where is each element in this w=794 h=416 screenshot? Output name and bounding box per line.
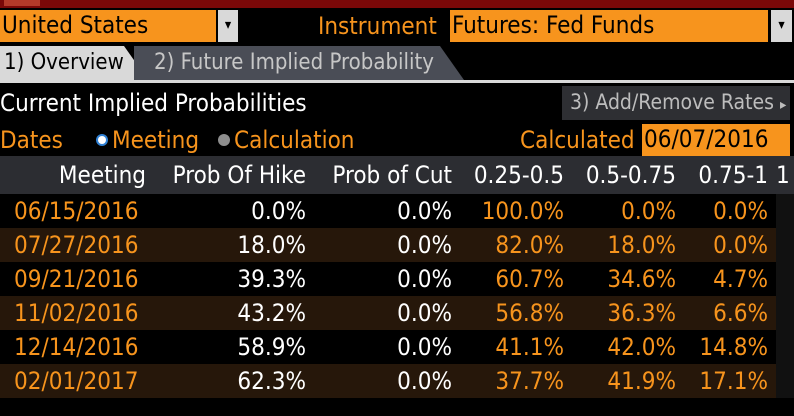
chevron-down-icon: ▾	[224, 17, 232, 33]
section-title: Current Implied Probabilities	[0, 89, 307, 117]
column-header-rate-075-1[interactable]: 0.75-1	[698, 161, 768, 189]
radio-unselected-icon[interactable]	[218, 134, 230, 146]
tab-future-implied-probability[interactable]: 2) Future Implied Probability	[134, 46, 464, 80]
cell-meeting-date: 11/02/2016	[14, 299, 139, 327]
cell-rate-025-05: 37.7%	[495, 367, 564, 395]
cell-prob-hike: 62.3%	[237, 367, 306, 395]
cell-rate-05-075: 42.0%	[607, 333, 676, 361]
tab-overview[interactable]: 1) Overview	[0, 46, 148, 80]
cell-rate-05-075: 34.6%	[607, 265, 676, 293]
calculation-radio-label: Calculation	[234, 126, 355, 154]
cell-prob-cut: 0.0%	[397, 197, 452, 225]
cell-rate-05-075: 18.0%	[607, 231, 676, 259]
instrument-dropdown-button[interactable]: ▾	[771, 10, 792, 42]
country-dropdown-button[interactable]: ▾	[218, 10, 238, 42]
cell-prob-cut: 0.0%	[397, 265, 452, 293]
country-value: United States	[2, 11, 149, 39]
calculated-label: Calculated	[520, 126, 635, 154]
cell-rate-075-1: 0.0%	[713, 231, 768, 259]
cell-prob-hike: 43.2%	[237, 299, 306, 327]
cell-prob-hike: 0.0%	[251, 197, 306, 225]
add-remove-rates-label: 3) Add/Remove Rates	[570, 90, 774, 114]
instrument-label: Instrument	[318, 12, 437, 40]
column-header-rate-1-partial[interactable]: 1	[776, 161, 790, 189]
calculation-radio-option[interactable]: Calculation	[216, 124, 356, 156]
column-header-prob-hike[interactable]: Prob Of Hike	[172, 161, 306, 189]
meeting-radio-option[interactable]: Meeting	[94, 124, 200, 156]
cell-meeting-date: 12/14/2016	[14, 333, 139, 361]
country-select[interactable]: United States	[0, 10, 216, 42]
cell-rate-025-05: 41.1%	[495, 333, 564, 361]
calculated-date-field[interactable]: 06/07/2016	[642, 124, 790, 156]
cell-rate-025-05: 56.8%	[495, 299, 564, 327]
tab-underline	[0, 80, 794, 83]
cell-rate-05-075: 0.0%	[621, 197, 676, 225]
column-header-meeting[interactable]: Meeting	[58, 161, 146, 189]
chevron-down-icon: ▾	[778, 17, 785, 33]
meeting-radio-label: Meeting	[112, 126, 200, 154]
cell-meeting-date: 07/27/2016	[14, 231, 139, 259]
cell-rate-075-1: 17.1%	[699, 367, 768, 395]
instrument-select[interactable]: Futures: Fed Funds	[450, 10, 768, 42]
cell-rate-075-1: 6.6%	[713, 299, 768, 327]
cell-rate-075-1: 4.7%	[713, 265, 768, 293]
dates-label: Dates	[0, 126, 63, 154]
column-header-prob-cut[interactable]: Prob of Cut	[332, 161, 452, 189]
tab-future-implied-probability-label: 2) Future Implied Probability	[154, 50, 434, 75]
cell-meeting-date: 02/01/2017	[14, 367, 139, 395]
table-header	[0, 156, 794, 194]
cell-rate-075-1: 0.0%	[713, 197, 768, 225]
radio-selected-center	[98, 136, 106, 144]
top-window-strip	[0, 0, 794, 8]
cell-rate-025-05: 100.0%	[481, 197, 564, 225]
cell-prob-hike: 39.3%	[237, 265, 306, 293]
cell-prob-hike: 18.0%	[237, 231, 306, 259]
instrument-value: Futures: Fed Funds	[452, 11, 655, 39]
column-header-rate-025-05[interactable]: 0.25-0.5	[473, 161, 564, 189]
cell-rate-025-05: 60.7%	[495, 265, 564, 293]
column-header-rate-05-075[interactable]: 0.5-0.75	[585, 161, 676, 189]
table-row[interactable]: 09/21/2016 39.3% 0.0% 60.7% 34.6% 4.7%	[0, 262, 794, 296]
table-row[interactable]: 07/27/2016 18.0% 0.0% 82.0% 18.0% 0.0%	[0, 228, 794, 262]
cell-meeting-date: 09/21/2016	[14, 265, 139, 293]
tab-overview-label: 1) Overview	[4, 50, 124, 75]
cell-prob-cut: 0.0%	[397, 333, 452, 361]
cell-prob-cut: 0.0%	[397, 299, 452, 327]
cell-rate-05-075: 36.3%	[607, 299, 676, 327]
table-scrollbar[interactable]	[776, 194, 794, 398]
cell-prob-cut: 0.0%	[397, 231, 452, 259]
add-remove-rates-button[interactable]: 3) Add/Remove Rates ▸	[562, 86, 790, 120]
cell-rate-025-05: 82.0%	[495, 231, 564, 259]
table-row[interactable]: 06/15/2016 0.0% 0.0% 100.0% 0.0% 0.0%	[0, 194, 794, 228]
cell-rate-05-075: 41.9%	[607, 367, 676, 395]
caret-right-icon: ▸	[780, 97, 787, 113]
table-row[interactable]: 02/01/2017 62.3% 0.0% 37.7% 41.9% 17.1%	[0, 364, 794, 398]
table-row[interactable]: 11/02/2016 43.2% 0.0% 56.8% 36.3% 6.6%	[0, 296, 794, 330]
cell-prob-cut: 0.0%	[397, 367, 452, 395]
table-row[interactable]: 12/14/2016 58.9% 0.0% 41.1% 42.0% 14.8%	[0, 330, 794, 364]
cell-prob-hike: 58.9%	[237, 333, 306, 361]
window-strip-mark	[4, 0, 40, 6]
cell-meeting-date: 06/15/2016	[14, 197, 139, 225]
cell-rate-075-1: 14.8%	[699, 333, 768, 361]
